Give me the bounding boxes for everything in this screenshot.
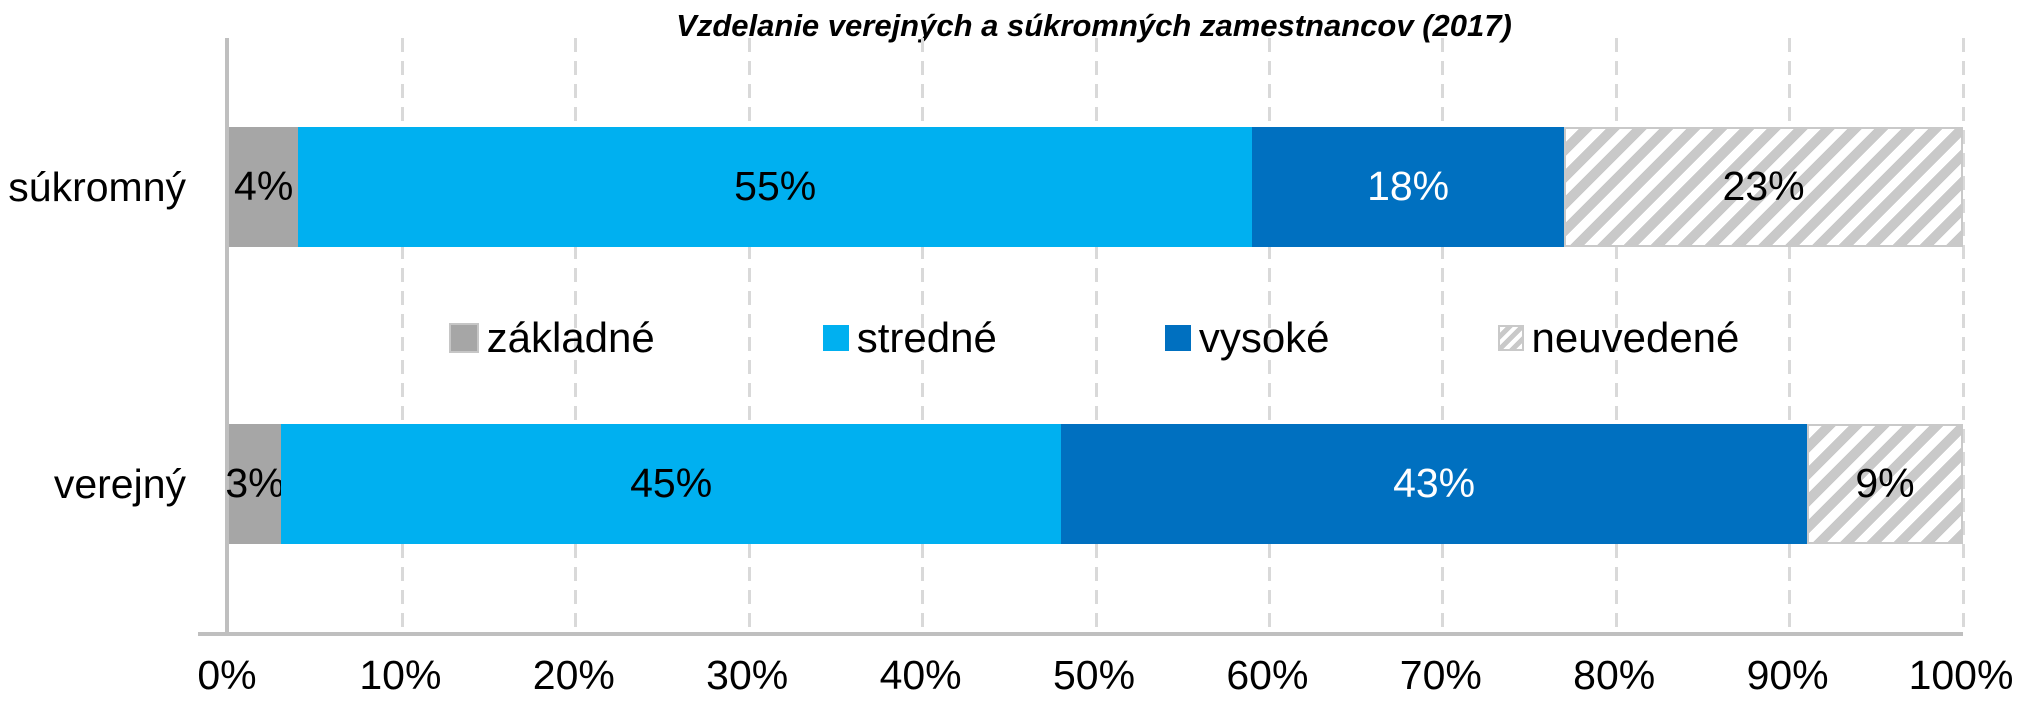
data-label: 4% xyxy=(234,163,294,209)
segment-neuvedené: 23% xyxy=(1564,126,1963,247)
legend-swatch-vysoké xyxy=(1164,325,1191,351)
legend-swatch-stredné xyxy=(822,325,849,351)
data-label: 55% xyxy=(734,163,817,209)
gridline-10% xyxy=(400,38,404,632)
tick-label-0%: 0% xyxy=(197,652,257,698)
tick-label-90%: 90% xyxy=(1746,652,1829,698)
gridline-80% xyxy=(1614,38,1618,632)
data-label: 23% xyxy=(1722,163,1805,209)
tick-label-10%: 10% xyxy=(359,652,442,698)
gridline-20% xyxy=(574,38,578,632)
data-label: 18% xyxy=(1367,163,1450,209)
tick-label-70%: 70% xyxy=(1399,652,1482,698)
segment-vysoké: 43% xyxy=(1061,423,1807,544)
legend-item-neuvedené: neuvedené xyxy=(1497,314,1740,362)
legend-item-vysoké: vysoké xyxy=(1164,314,1330,362)
segment-neuvedené: 9% xyxy=(1806,423,1963,544)
legend: základné stredné vysoké neuvedené xyxy=(225,312,1963,364)
tick-label-20%: 20% xyxy=(532,652,615,698)
bar-verejný: 3% 45% 43% 9% xyxy=(225,423,1963,544)
gridline-50% xyxy=(1094,38,1098,632)
data-label: 45% xyxy=(630,460,713,506)
gridline-40% xyxy=(921,38,925,632)
legend-label: základné xyxy=(486,314,655,361)
plot-area: 4% 55% 18% 23% 3% 45% 43% 9% xyxy=(225,38,1965,632)
data-label: 9% xyxy=(1855,460,1915,506)
tick-label-50%: 50% xyxy=(1052,652,1136,698)
gridline-60% xyxy=(1267,38,1271,632)
legend-swatch-základné xyxy=(448,323,479,353)
category-label-verejný: verejný xyxy=(53,460,186,507)
legend-label: stredné xyxy=(856,314,997,361)
segment-stredné: 45% xyxy=(281,423,1062,544)
tick-label-80%: 80% xyxy=(1573,652,1656,698)
tick-label-100%: 100% xyxy=(1908,652,2014,698)
legend-label: neuvedené xyxy=(1531,314,1740,361)
gridline-100% xyxy=(1961,38,1965,632)
category-label-súkromný: súkromný xyxy=(8,163,186,210)
segment-základné: 4% xyxy=(229,126,299,247)
x-axis-line xyxy=(198,632,1963,636)
chart-title: Vzdelanie verejných a súkromných zamestn… xyxy=(676,8,1512,43)
data-label: 3% xyxy=(225,460,285,506)
gridline-90% xyxy=(1788,38,1792,632)
tick-label-30%: 30% xyxy=(706,652,789,698)
bar-súkromný: 4% 55% 18% 23% xyxy=(229,126,1963,247)
y-axis-line xyxy=(225,38,229,636)
gridline-70% xyxy=(1441,38,1445,632)
legend-item-základné: základné xyxy=(448,314,655,362)
legend-label: vysoké xyxy=(1198,314,1330,361)
tick-label-40%: 40% xyxy=(879,652,962,698)
data-label: 43% xyxy=(1393,460,1476,506)
tick-label-60%: 60% xyxy=(1226,652,1309,698)
legend-item-stredné: stredné xyxy=(822,314,997,362)
legend-swatch-neuvedené xyxy=(1497,325,1524,351)
gridline-30% xyxy=(747,38,751,632)
segment-základné: 3% xyxy=(225,423,285,544)
segment-stredné: 55% xyxy=(298,126,1253,247)
segment-vysoké: 18% xyxy=(1252,126,1565,247)
